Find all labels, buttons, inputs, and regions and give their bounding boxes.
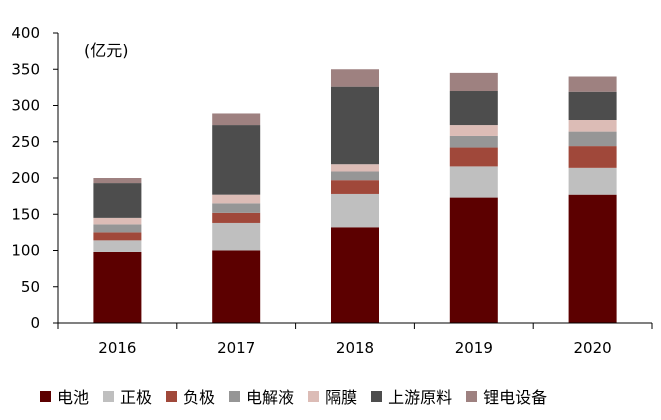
y-tick-label: 350 <box>11 60 40 78</box>
legend-swatch <box>466 390 478 402</box>
legend-label: 负极 <box>183 388 216 407</box>
legend-swatch <box>308 390 320 402</box>
legend-item: 正极 <box>103 384 152 408</box>
bar-segment-2016-s3 <box>93 224 142 233</box>
x-tick-label: 2019 <box>455 339 493 357</box>
y-tick-label: 150 <box>11 205 40 223</box>
bar-segment-2017-s5 <box>212 125 261 195</box>
y-tick-label: 300 <box>11 97 40 115</box>
legend-item: 负极 <box>166 384 215 408</box>
unit-label: (亿元) <box>84 41 129 60</box>
legend-label: 电池 <box>57 388 90 407</box>
legend-swatch <box>166 390 178 402</box>
legend-item: 隔膜 <box>308 384 357 408</box>
bar-segment-2019-s5 <box>449 91 498 126</box>
y-tick-label: 200 <box>11 169 40 187</box>
bar-segment-2016-s6 <box>93 178 142 184</box>
bar-segment-2018-s6 <box>331 69 379 87</box>
x-tick-label: 2016 <box>98 339 136 357</box>
y-tick-label: 50 <box>21 278 40 296</box>
legend-label: 锂电设备 <box>483 388 548 407</box>
bar-segment-2020-s0 <box>568 194 617 323</box>
bar-segment-2016-s4 <box>93 217 142 225</box>
legend-label: 隔膜 <box>325 388 358 407</box>
legend-item: 上游原料 <box>371 384 452 408</box>
bar-segment-2019-s0 <box>449 197 498 323</box>
legend-item: 电池 <box>40 384 89 408</box>
legend-label: 上游原料 <box>388 388 453 407</box>
bar-segment-2019-s6 <box>449 72 498 92</box>
bar-segment-2017-s4 <box>212 194 261 204</box>
bar-segment-2016-s0 <box>93 251 142 323</box>
bar-segment-2020-s5 <box>568 91 617 120</box>
bar-segment-2020-s6 <box>568 76 617 92</box>
legend-label: 电解液 <box>246 388 295 407</box>
bar-series-group <box>93 69 617 323</box>
bar-segment-2020-s1 <box>568 167 617 195</box>
bar-segment-2019-s4 <box>449 125 498 136</box>
bar-segment-2018-s3 <box>331 171 379 181</box>
legend-swatch <box>229 390 241 402</box>
bar-segment-2019-s1 <box>449 166 498 198</box>
bar-segment-2018-s0 <box>331 227 379 323</box>
bar-segment-2017-s3 <box>212 203 261 213</box>
bar-segment-2017-s1 <box>212 222 261 251</box>
bar-segment-2018-s2 <box>331 180 379 194</box>
bar-segment-2017-s6 <box>212 113 261 126</box>
bar-segment-2020-s2 <box>568 146 617 168</box>
legend-swatch <box>40 390 51 402</box>
y-tick-label: 400 <box>11 24 40 42</box>
legend-item: 电解液 <box>229 384 294 408</box>
legend-swatch <box>371 390 383 402</box>
bar-segment-2019-s2 <box>449 147 498 167</box>
bar-segment-2018-s5 <box>331 86 379 165</box>
bar-segment-2016-s5 <box>93 183 142 218</box>
legend-swatch <box>103 390 115 402</box>
bar-segment-2019-s3 <box>449 135 498 148</box>
bar-segment-2017-s2 <box>212 212 261 223</box>
y-tick-label: 250 <box>11 133 40 151</box>
x-tick-label: 2020 <box>574 339 612 357</box>
x-tick-label: 2017 <box>217 339 255 357</box>
bar-segment-2017-s0 <box>212 250 261 323</box>
bar-segment-2016-s1 <box>93 240 142 252</box>
bar-segment-2018-s4 <box>331 164 379 172</box>
tick-labels-group: 0 50 100 150 200 250 300 350 400 2016 2017 2018 2019… <box>11 24 611 357</box>
legend-item: 锂电设备 <box>466 384 547 408</box>
bar-segment-2020-s3 <box>568 131 617 147</box>
axes-group <box>53 32 653 329</box>
y-tick-label: 0 <box>30 314 40 332</box>
y-tick-label: 100 <box>11 242 40 260</box>
bar-segment-2018-s1 <box>331 193 379 228</box>
legend-label: 正极 <box>120 388 153 407</box>
bar-segment-2020-s4 <box>568 120 617 132</box>
bar-segment-2016-s2 <box>93 232 142 241</box>
chart-legend: 电池 正极 负极 电解液 隔膜 上游原料 锂电设备 <box>40 384 660 408</box>
x-tick-label: 2018 <box>336 339 374 357</box>
